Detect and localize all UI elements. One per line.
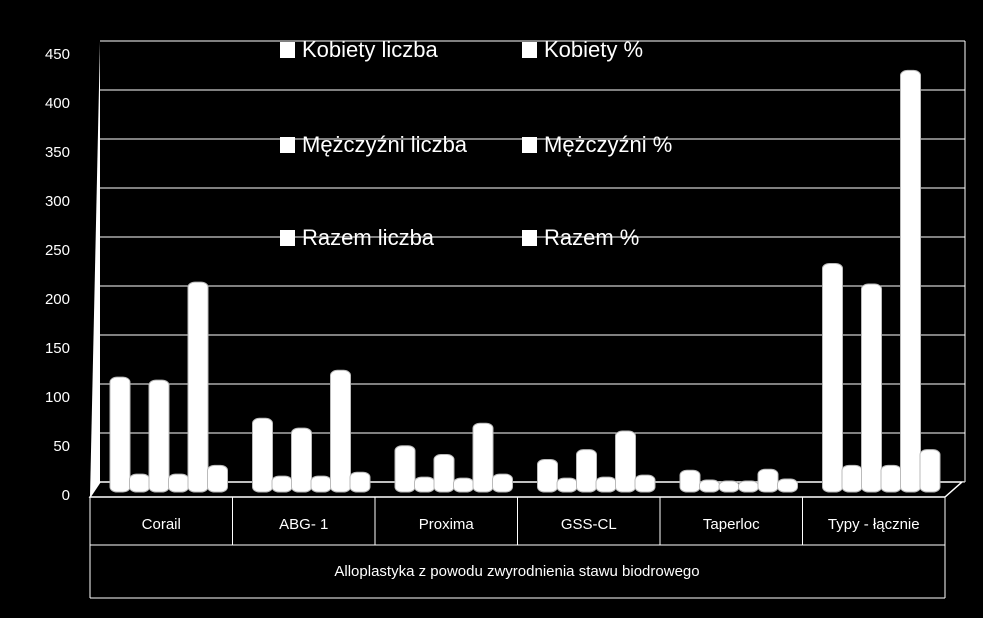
bar — [472, 422, 494, 493]
bar — [271, 475, 293, 493]
legend-label: Kobiety liczba — [302, 37, 439, 62]
bar — [615, 430, 636, 493]
legend-label: Razem liczba — [302, 225, 435, 250]
bar — [576, 449, 597, 493]
legend-label: Mężczyźni % — [544, 132, 672, 157]
legend-label: Mężczyźni liczba — [302, 132, 468, 157]
y-tick-label: 350 — [45, 144, 70, 161]
bar — [291, 427, 312, 493]
y-tick-label: 300 — [45, 193, 70, 210]
bar — [861, 283, 882, 493]
bar — [453, 477, 474, 493]
bar — [777, 478, 798, 493]
bar — [595, 476, 617, 493]
bar — [330, 369, 351, 493]
bar — [556, 477, 578, 493]
bar — [148, 379, 170, 493]
legend-swatch — [522, 137, 537, 153]
y-tick-label: 450 — [45, 46, 70, 63]
bar — [207, 464, 228, 493]
legend-swatch — [280, 230, 295, 246]
bar — [919, 449, 941, 493]
legend-swatch — [280, 42, 295, 58]
y-tick-label: 200 — [45, 291, 70, 308]
x-tick-label: Corail — [142, 516, 181, 533]
bar — [634, 474, 656, 493]
x-tick-label: Taperloc — [703, 516, 760, 533]
y-tick-label: 100 — [45, 389, 70, 406]
legend-swatch — [522, 230, 537, 246]
bar — [718, 480, 740, 493]
bar — [187, 281, 209, 493]
bar — [310, 475, 332, 493]
bar — [433, 454, 455, 493]
y-tick-label: 250 — [45, 242, 70, 259]
bar — [822, 262, 843, 493]
x-tick-label: ABG- 1 — [279, 516, 328, 533]
x-tick-label: Proxima — [419, 516, 475, 533]
bar — [679, 469, 701, 493]
bar — [841, 464, 863, 493]
bar — [252, 417, 273, 493]
y-tick-label: 400 — [45, 95, 70, 112]
y-tick-label: 0 — [62, 487, 70, 504]
bar — [129, 473, 150, 493]
bar — [109, 376, 131, 493]
bar — [394, 445, 416, 493]
y-tick-label: 150 — [45, 340, 70, 357]
y-tick-label: 50 — [53, 438, 70, 455]
bar — [492, 473, 513, 493]
legend-swatch — [522, 42, 537, 58]
bar — [537, 458, 558, 493]
x-tick-label: GSS-CL — [561, 516, 617, 533]
side-wall — [90, 41, 100, 497]
bar — [414, 476, 435, 493]
bar — [900, 69, 921, 493]
legend-swatch — [280, 137, 295, 153]
legend-label: Razem % — [544, 225, 639, 250]
bar — [168, 473, 189, 493]
bar — [738, 480, 759, 493]
x-tick-label: Typy - łącznie — [828, 516, 920, 533]
category-group-label: Alloplastyka z powodu zwyrodnienia stawu… — [334, 563, 699, 580]
bar — [349, 471, 371, 493]
legend-label: Kobiety % — [544, 37, 643, 62]
bar — [699, 479, 720, 493]
bar — [880, 464, 902, 493]
bar — [757, 468, 779, 493]
